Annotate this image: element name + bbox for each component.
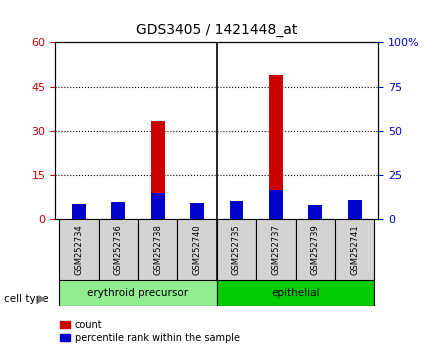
Text: GSM252738: GSM252738 — [153, 224, 162, 275]
Bar — [269, 190, 283, 219]
Bar — [230, 201, 244, 219]
Text: GSM252737: GSM252737 — [271, 224, 280, 275]
Text: GSM252741: GSM252741 — [350, 224, 359, 275]
Text: GSM252736: GSM252736 — [114, 224, 123, 275]
Text: GSM252735: GSM252735 — [232, 224, 241, 275]
FancyBboxPatch shape — [217, 280, 374, 306]
FancyBboxPatch shape — [138, 219, 177, 280]
Bar — [190, 215, 204, 219]
Bar — [111, 202, 125, 219]
Bar — [269, 75, 283, 219]
FancyBboxPatch shape — [99, 219, 138, 280]
Bar — [151, 121, 164, 219]
FancyBboxPatch shape — [59, 219, 99, 280]
Bar — [72, 215, 86, 219]
FancyBboxPatch shape — [59, 280, 217, 306]
Title: GDS3405 / 1421448_at: GDS3405 / 1421448_at — [136, 23, 298, 37]
FancyBboxPatch shape — [256, 219, 295, 280]
Bar — [348, 200, 362, 219]
Bar — [230, 206, 244, 219]
Bar — [190, 202, 204, 219]
Text: GSM252739: GSM252739 — [311, 224, 320, 275]
FancyBboxPatch shape — [295, 219, 335, 280]
Bar — [308, 205, 322, 219]
Text: ▶: ▶ — [38, 294, 47, 304]
FancyBboxPatch shape — [335, 219, 374, 280]
Bar — [348, 213, 362, 219]
Bar — [111, 213, 125, 219]
Bar — [308, 218, 322, 219]
Text: cell type: cell type — [4, 294, 49, 304]
Legend: count, percentile rank within the sample: count, percentile rank within the sample — [60, 320, 240, 343]
Text: GSM252734: GSM252734 — [74, 224, 83, 275]
FancyBboxPatch shape — [217, 219, 256, 280]
Text: GSM252740: GSM252740 — [193, 224, 201, 275]
Bar — [72, 204, 86, 219]
Bar — [151, 193, 164, 219]
FancyBboxPatch shape — [177, 219, 217, 280]
Text: epithelial: epithelial — [271, 288, 320, 298]
Text: erythroid precursor: erythroid precursor — [88, 288, 189, 298]
